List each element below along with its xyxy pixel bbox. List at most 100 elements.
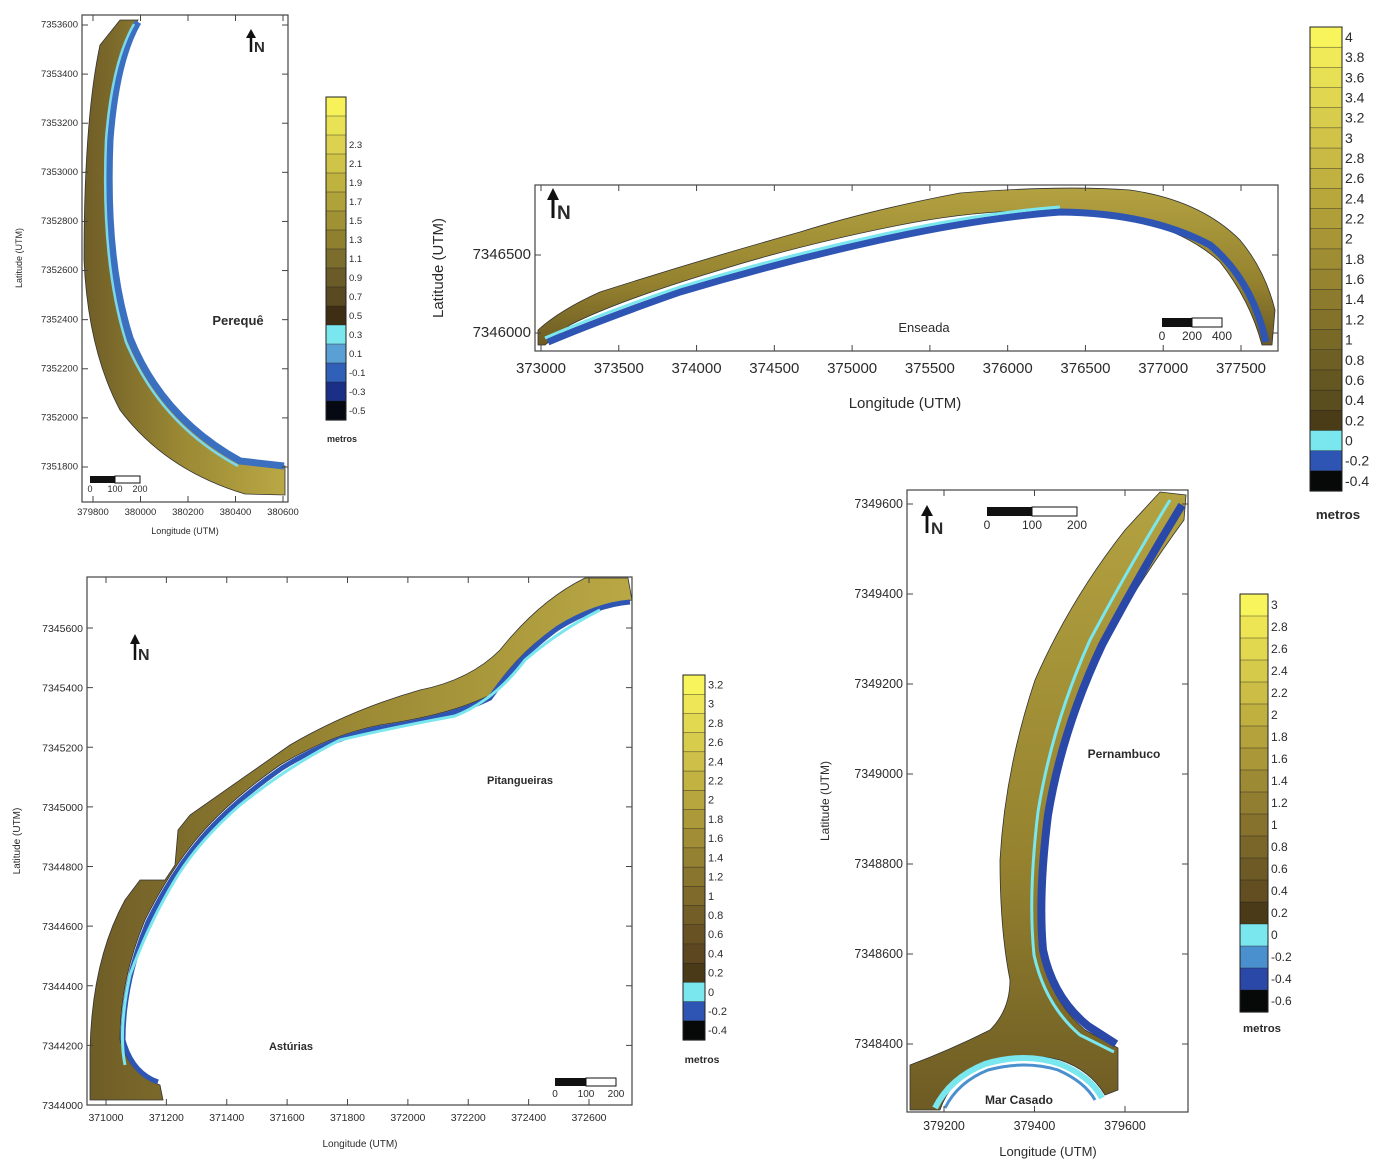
legend-swatch [1309, 430, 1343, 452]
legend-swatch [1309, 67, 1343, 89]
y-axis-label: Latitude (UTM) [14, 228, 24, 288]
legend-swatch [1239, 923, 1269, 947]
x-tick-label: 379800 [77, 507, 109, 518]
legend-label: 0.4 [708, 948, 723, 960]
water-edge-pernambuco [1037, 502, 1186, 1048]
legend-swatch [325, 305, 347, 326]
legend-swatch [1309, 168, 1343, 189]
legend-swatch [325, 172, 347, 193]
legend-swatch [325, 362, 347, 383]
legend-label: -0.6 [1271, 994, 1292, 1008]
svg-text:0: 0 [984, 518, 991, 532]
y-tick-label: 7351800 [41, 462, 78, 473]
x-tick-label: 375000 [827, 360, 877, 377]
legend-swatch [325, 134, 347, 155]
y-tick-label: 7353400 [41, 69, 78, 80]
y-tick-label: 7345000 [42, 802, 83, 814]
svg-text:100: 100 [578, 1089, 595, 1100]
legend-label: 1.4 [1345, 291, 1365, 307]
legend-swatch [682, 1001, 706, 1022]
legend-label: 1.2 [708, 872, 723, 884]
legend-swatch [1309, 46, 1343, 68]
legend-swatch [1309, 410, 1343, 432]
x-tick-label: 376500 [1060, 360, 1110, 377]
legend-label: 2.4 [708, 756, 723, 768]
legend-swatch [1239, 747, 1269, 771]
svg-text:0: 0 [552, 1089, 558, 1100]
water-edge-enseada [546, 208, 1270, 346]
legend-label: 0.6 [1271, 862, 1288, 876]
legend-label: 0 [1271, 928, 1278, 942]
y-tick-label: 7348400 [854, 1037, 903, 1051]
legend-label: 4 [1345, 29, 1353, 45]
svg-text:0: 0 [87, 484, 92, 494]
legend-label: 0.4 [1271, 884, 1288, 898]
legend-label: 0.3 [349, 330, 362, 341]
x-tick-label: 371800 [330, 1112, 365, 1124]
legend-label: 1 [708, 891, 714, 903]
legend-label: 1.8 [1271, 730, 1288, 744]
x-tick-label: 379200 [923, 1119, 965, 1133]
legend-label: -0.3 [349, 387, 365, 398]
y-axis-label: Latitude (UTM) [12, 808, 23, 875]
legend-label: 1.2 [1345, 311, 1365, 327]
y-tick-label: 7349400 [854, 587, 903, 601]
legend-label: 1.6 [1271, 752, 1288, 766]
legend-colorbar: 3 2.8 2.6 2.4 2.2 2 1.8 1.6 1.4 1.2 1 0.8 0.6 0.4 0.2 0… [1239, 593, 1292, 1035]
legend-label: 0.6 [708, 929, 723, 941]
legend-label: 1.3 [349, 235, 362, 246]
y-tick-label: 7352400 [41, 314, 78, 325]
x-tick-label: 371400 [209, 1112, 244, 1124]
x-tick-label: 380200 [172, 507, 204, 518]
x-axis-label: Longitude (UTM) [151, 526, 219, 536]
y-tick-label: 7353200 [41, 118, 78, 129]
legend-swatch [682, 694, 706, 715]
legend-label: -0.2 [1345, 453, 1369, 469]
legend-label: 1.1 [349, 254, 362, 265]
y-tick-label: 7344400 [42, 981, 83, 993]
legend-swatch [1309, 248, 1343, 270]
legend-swatch [682, 982, 706, 1003]
legend-label: 2.4 [1271, 664, 1288, 678]
water-edge-light-asturias [120, 608, 601, 1066]
legend-label: 2.2 [1271, 686, 1288, 700]
beach-shape-enseada [537, 187, 1276, 346]
x-tick-label: 379400 [1014, 1119, 1056, 1133]
x-tick-label: 377500 [1216, 360, 1266, 377]
legend-label: 1.7 [349, 197, 362, 208]
north-arrow: N [547, 188, 571, 224]
x-tick-label: 373000 [516, 360, 566, 377]
legend-label: 1.4 [708, 852, 723, 864]
legend-label: 0 [1345, 432, 1353, 448]
legend-swatch [1309, 309, 1343, 331]
water-edge-light-enseada [544, 205, 1061, 340]
place-label-pernambuco: Pernambuco [1088, 747, 1161, 761]
legend-swatch [325, 229, 347, 250]
legend-label: 1.8 [1345, 251, 1365, 267]
x-tick-label: 371200 [149, 1112, 184, 1124]
legend-colorbar: 4 3.8 3.6 3.4 3.2 3 2.8 2.6 2.4 2.2 2 1.8 1.6 1.4 1.2 1… [1309, 26, 1369, 522]
legend-swatch [325, 115, 347, 136]
legend-swatch [1239, 615, 1269, 639]
y-tick-label: 7352000 [41, 413, 78, 424]
legend-swatch [682, 905, 706, 926]
legend-label: 2.6 [708, 737, 723, 749]
legend-swatch [682, 751, 706, 772]
legend-swatch [325, 191, 347, 212]
legend-swatch [1239, 967, 1269, 991]
svg-text:200: 200 [132, 484, 147, 494]
legend-swatch [1309, 87, 1343, 109]
svg-text:200: 200 [1182, 329, 1202, 343]
legend-swatch [325, 153, 347, 174]
legend-colorbar: 3.2 3 2.8 2.6 2.4 2.2 2 1.8 1.6 1.4 1.2 1 0.8 0.6 0.4 0… [682, 674, 727, 1066]
x-tick-label: 371600 [270, 1112, 305, 1124]
x-tick-label: 372600 [571, 1112, 606, 1124]
scale-bar: 0 200 400 [1159, 317, 1232, 343]
x-tick-label: 372000 [390, 1112, 425, 1124]
legend-label: 1.6 [1345, 271, 1365, 287]
legend-swatch [1239, 637, 1269, 661]
legend-label: -0.2 [708, 1006, 727, 1018]
legend-label: 0.6 [1345, 372, 1365, 388]
x-axis-label: Longitude (UTM) [322, 1139, 397, 1150]
